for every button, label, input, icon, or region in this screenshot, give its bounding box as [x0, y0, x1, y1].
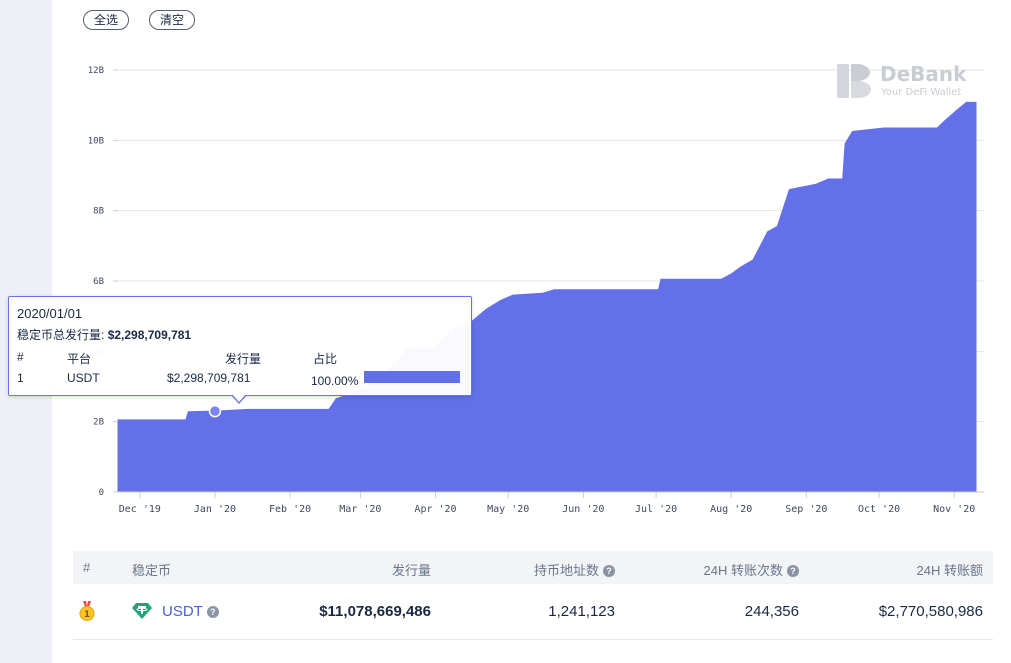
- col-tx-count-label: 24H 转账次数: [703, 563, 783, 578]
- select-all-button[interactable]: 全选: [83, 10, 130, 30]
- coin-name-link[interactable]: USDT?: [162, 603, 219, 620]
- svg-text:1: 1: [84, 610, 90, 620]
- tooltip-share-bar: [364, 371, 460, 383]
- col-tx-count[interactable]: 24H 转账次数?: [704, 560, 799, 579]
- cell-holders: 1,241,123: [548, 603, 615, 620]
- col-supply[interactable]: 发行量: [391, 563, 431, 578]
- y-tick-label: 8B: [93, 207, 104, 217]
- table-row[interactable]: 1 USDT? $11,078,669,486 1,241,123 244,35…: [73, 584, 993, 640]
- tooltip-header-share: 占比: [313, 352, 338, 366]
- tooltip-date: 2020/01/01: [17, 306, 83, 321]
- cell-tx-count: 244,356: [744, 603, 799, 620]
- y-tick-label: 0: [99, 488, 104, 498]
- coin-name: USDT: [162, 603, 203, 620]
- x-tick-label: Sep '20: [785, 504, 827, 515]
- hover-layer: [208, 404, 222, 418]
- cell-tx-volume: $2,770,580,986: [878, 603, 983, 620]
- x-tick-label: Oct '20: [858, 504, 900, 515]
- tooltip-header-supply: 发行量: [225, 352, 262, 366]
- tooltip-row-rank: 1: [17, 371, 24, 385]
- hover-marker: [208, 404, 222, 418]
- help-icon[interactable]: ?: [787, 565, 799, 577]
- cell-supply: $11,078,669,486: [319, 603, 431, 620]
- y-tick-label: 12B: [88, 66, 104, 76]
- y-tick-label: 2B: [93, 418, 104, 428]
- x-tick-label: May '20: [487, 504, 529, 515]
- x-tick-label: Feb '20: [269, 504, 311, 515]
- supply-area-chart[interactable]: DeBank Your DeFi Wallet 02B4B6B8B10B12BD…: [0, 0, 1011, 530]
- area-series: [117, 101, 977, 493]
- x-tick-label: Apr '20: [414, 504, 456, 515]
- tooltip-header-platform: 平台: [67, 352, 92, 366]
- col-rank: #: [83, 560, 91, 575]
- tooltip-total-value: $2,298,709,781: [107, 328, 192, 342]
- help-icon[interactable]: ?: [206, 606, 219, 618]
- col-holders[interactable]: 持币地址数?: [534, 560, 615, 579]
- y-tick-label: 10B: [88, 136, 104, 146]
- tooltip-header-rank: #: [17, 350, 24, 364]
- col-tx-volume[interactable]: 24H 转账额: [916, 563, 983, 578]
- x-tick-label: Nov '20: [933, 504, 975, 515]
- x-tick-label: Mar '20: [339, 504, 381, 515]
- x-tick-label: Aug '20: [710, 504, 752, 515]
- tooltip-row-supply: $2,298,709,781: [167, 371, 251, 385]
- gold-medal-icon: 1: [79, 601, 95, 621]
- area-path: [117, 101, 977, 493]
- y-tick-label: 6B: [93, 277, 104, 287]
- usdt-icon: [132, 603, 152, 619]
- clear-button[interactable]: 清空: [149, 10, 196, 30]
- table-header: # 稳定币 发行量 持币地址数? 24H 转账次数? 24H 转账额: [73, 551, 993, 584]
- watermark-subtitle: Your DeFi Wallet: [880, 87, 961, 98]
- tooltip-row-platform: USDT: [67, 371, 100, 385]
- x-tick-label: Jun '20: [562, 504, 604, 515]
- x-tick-label: Jan '20: [194, 504, 236, 515]
- tooltip-total: 稳定币总发行量: $2,298,709,781: [17, 326, 191, 343]
- col-stablecoin: 稳定币: [132, 563, 172, 578]
- watermark-title: DeBank: [880, 62, 967, 86]
- x-tick-label: Dec '19: [119, 504, 161, 515]
- tooltip-row-share: 100.00%: [311, 374, 359, 388]
- chart-tooltip: 2020/01/01 稳定币总发行量: $2,298,709,781 # 平台 …: [8, 296, 472, 404]
- debank-watermark: DeBank Your DeFi Wallet: [837, 62, 967, 98]
- help-icon[interactable]: ?: [603, 565, 615, 577]
- col-holders-label: 持币地址数: [533, 563, 599, 578]
- debank-logo-icon: [837, 64, 871, 98]
- tooltip-total-label: 稳定币总发行量:: [17, 328, 105, 342]
- x-tick-label: Jul '20: [635, 504, 677, 515]
